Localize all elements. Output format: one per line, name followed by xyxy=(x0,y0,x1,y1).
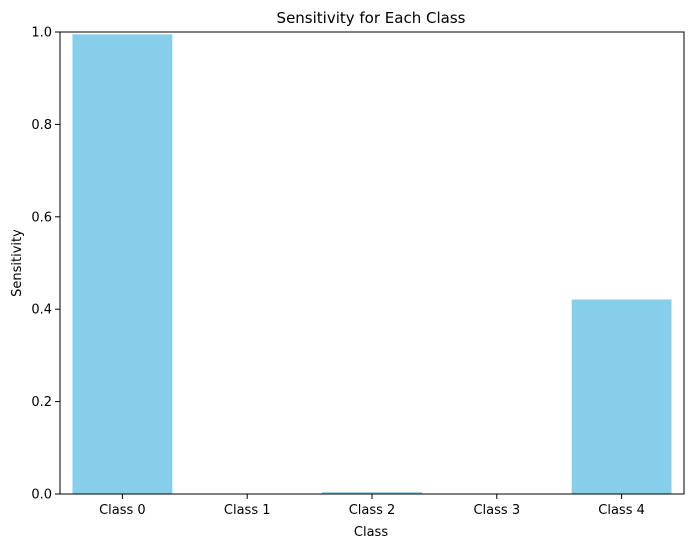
y-tick-label-4: 0.8 xyxy=(31,118,52,133)
bar-class-4 xyxy=(571,299,672,494)
y-axis-label: Sensitivity xyxy=(10,229,25,297)
x-axis-label: Class xyxy=(354,525,388,540)
plot-area: 0.0 0.2 0.4 0.6 0.8 1.0 Class 0 Class 1 Class 2 C… xyxy=(31,26,685,518)
bar-class-2 xyxy=(322,492,422,494)
x-tick-label-1: Class 1 xyxy=(224,503,271,518)
chart-title: Sensitivity for Each Class xyxy=(277,9,466,27)
x-tick-label-0: Class 0 xyxy=(99,503,146,518)
x-tick-label-2: Class 2 xyxy=(349,503,396,518)
y-tick-label-5: 1.0 xyxy=(31,26,52,41)
y-tick-label-2: 0.4 xyxy=(31,303,52,318)
bar-class-0 xyxy=(72,34,173,495)
x-tick-label-4: Class 4 xyxy=(598,503,645,518)
y-tick-label-3: 0.6 xyxy=(31,210,52,225)
x-tick-label-3: Class 3 xyxy=(473,503,520,518)
y-tick-label-1: 0.2 xyxy=(31,395,52,410)
y-tick-label-0: 0.0 xyxy=(31,488,52,503)
